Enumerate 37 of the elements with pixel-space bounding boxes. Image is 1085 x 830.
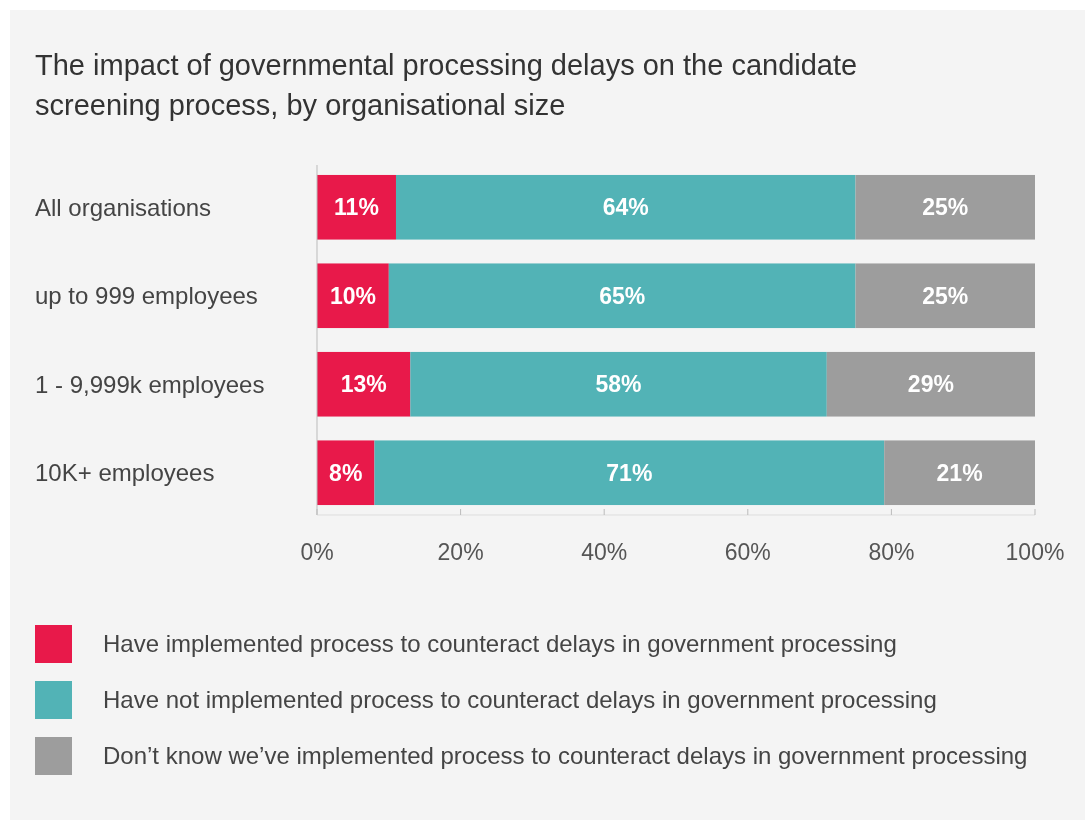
chart-title: The impact of governmental processing delays on the candidate screening process, by organisational size xyxy=(35,49,858,121)
bar xyxy=(855,174,1035,240)
x-tick-label: 100% xyxy=(1005,539,1065,566)
x-tick-label: 0% xyxy=(300,539,334,566)
legend-label: Don’t know we’ve implemented process to counteract delays in government processing xyxy=(103,742,1028,770)
y-tick-label: up to 999 employees xyxy=(35,282,258,310)
x-tick-label: 60% xyxy=(724,539,771,566)
data-label: 65% xyxy=(599,282,646,309)
bar xyxy=(826,351,1035,417)
legend-label: Have implemented process to counteract delays in government processing xyxy=(103,630,897,658)
x-tick-label: 20% xyxy=(437,539,484,566)
bar xyxy=(388,263,856,329)
data-label: 11% xyxy=(334,194,379,221)
bar xyxy=(855,263,1035,329)
bar xyxy=(410,351,827,417)
y-tick-label: 10K+ employees xyxy=(35,459,215,487)
data-label: 58% xyxy=(595,371,642,398)
data-label: 64% xyxy=(602,194,649,221)
data-label: 29% xyxy=(907,371,954,398)
data-label: 8% xyxy=(329,459,363,486)
bar xyxy=(884,440,1035,506)
x-tick-label: 40% xyxy=(581,539,628,566)
data-label: 71% xyxy=(606,459,653,486)
data-label: 10% xyxy=(329,282,376,309)
bar xyxy=(374,440,885,506)
legend-label: Have not implemented process to counteract delays in government processing xyxy=(103,686,937,714)
x-tick-label: 80% xyxy=(868,539,915,566)
data-label: 21% xyxy=(936,459,983,486)
y-tick-label: All organisations xyxy=(35,193,212,221)
data-label: 25% xyxy=(922,282,969,309)
bar xyxy=(317,351,411,417)
y-tick-label: 1 - 9,999k employees xyxy=(35,370,265,398)
bar xyxy=(317,263,389,329)
data-label: 13% xyxy=(340,371,387,398)
bar xyxy=(317,174,396,240)
bar xyxy=(395,174,856,240)
data-label: 25% xyxy=(922,194,969,221)
